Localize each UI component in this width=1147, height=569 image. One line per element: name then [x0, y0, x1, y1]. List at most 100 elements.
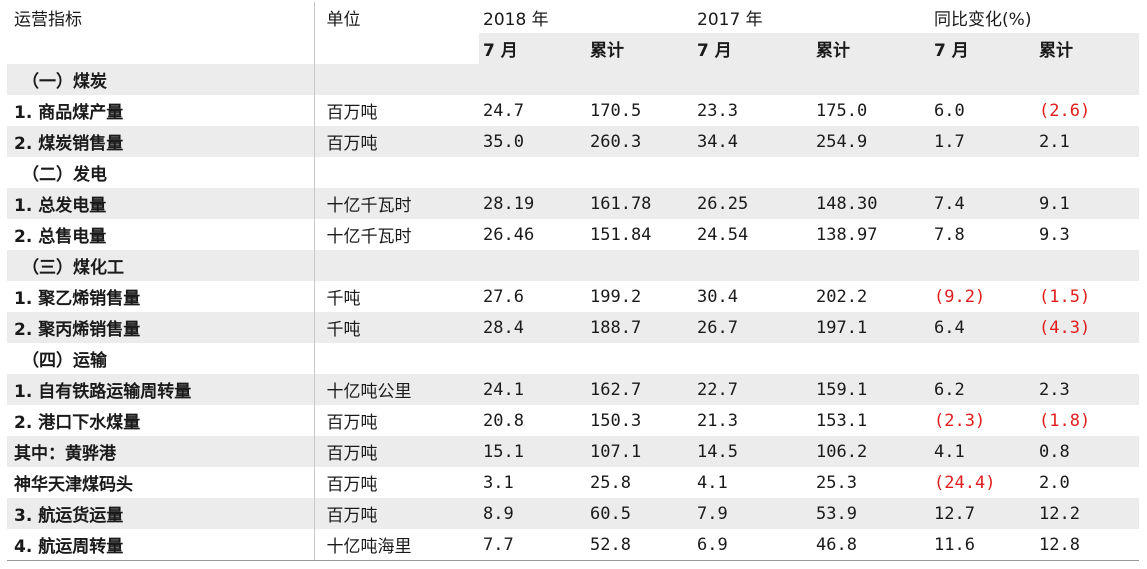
table-row: 2. 港口下水煤量 百万吨 20.8 150.3 21.3 153.1 (2.3) (1.8) — [7, 405, 1139, 436]
cell-2017-month: 26.25 — [693, 188, 813, 219]
cell-2017-cum: 254.9 — [812, 126, 931, 157]
row-unit: 百万吨 — [313, 95, 479, 126]
cell-yoy-cum: (1.5) — [1039, 286, 1091, 307]
row-label: 1. 总发电量 — [7, 188, 314, 219]
cell-yoy-cum: 2.1 — [1035, 126, 1140, 157]
row-label: 2. 总售电量 — [14, 227, 107, 247]
cell-2017-cum: 159.1 — [812, 374, 931, 405]
section-blank-cell — [586, 157, 693, 188]
row-unit: 百万吨 — [313, 467, 479, 498]
table-row: 4. 航运周转量 十亿吨海里 7.7 52.8 6.9 46.8 11.6 12.8 — [7, 529, 1140, 561]
section-blank-cell — [693, 250, 813, 281]
cell-2018-cum: 60.5 — [586, 498, 694, 529]
cell-2017-cum: 153.1 — [816, 410, 868, 431]
cell-2018-cum: 170.5 — [590, 100, 642, 121]
row-unit: 千吨 — [313, 312, 479, 343]
cell-yoy-cum: 0.8 — [1035, 436, 1140, 467]
header-2017: 2017 年 — [693, 2, 931, 33]
cell-2017-month: 7.9 — [693, 498, 813, 529]
cell-yoy-month: 7.4 — [930, 188, 1036, 219]
cell-2018-month: 28.4 — [479, 312, 586, 343]
cell-2017-month: 26.7 — [693, 312, 813, 343]
section-blank-cell — [586, 64, 694, 95]
cell-yoy-month: 4.1 — [930, 436, 1036, 467]
cell-yoy-cum: (2.6) — [1039, 100, 1091, 121]
cell-2017-cum: 148.30 — [812, 188, 931, 219]
cell-2017-month: 22.7 — [693, 374, 813, 405]
cell-2017-cum: 175.0 — [816, 100, 868, 121]
cell-yoy-month: (2.3) — [934, 410, 986, 431]
table-row: 1. 聚乙烯销售量 千吨 27.6 199.2 30.4 202.2 (9.2) (1.5) — [7, 281, 1139, 312]
section-blank-cell — [1035, 157, 1139, 188]
section-blank-cell — [586, 250, 694, 281]
row-unit: 百万吨 — [313, 436, 479, 467]
cell-2017-cum: 25.3 — [816, 472, 857, 493]
cell-2018-month: 24.7 — [483, 100, 524, 121]
cell-2018-month: 28.19 — [479, 188, 586, 219]
cell-2017-month: 23.3 — [697, 100, 738, 121]
cell-2018-month: 3.1 — [483, 472, 514, 493]
cell-yoy-month: 7.8 — [934, 224, 965, 245]
header-yoy: 同比变化(%) — [930, 2, 1140, 33]
table-row: 2. 总售电量 十亿千瓦时 26.46 151.84 24.54 138.97 7.8 9.3 — [7, 219, 1139, 250]
section-unit-blank — [313, 157, 479, 188]
cell-yoy-cum: 12.8 — [1035, 529, 1140, 561]
cell-2017-cum: 197.1 — [812, 312, 931, 343]
cell-yoy-month: 6.0 — [934, 100, 965, 121]
section-label: （三）煤化工 — [7, 250, 314, 281]
table-row: 2. 聚丙烯销售量 千吨 28.4 188.7 26.7 197.1 6.4 (4.3) — [7, 312, 1140, 343]
cell-yoy-cum: 12.2 — [1035, 498, 1140, 529]
cell-yoy-month: 1.7 — [930, 126, 1036, 157]
cell-2018-month: 27.6 — [483, 286, 524, 307]
table-row: 1. 商品煤产量 百万吨 24.7 170.5 23.3 175.0 6.0 (2.6) — [7, 95, 1139, 126]
cell-2017-month: 30.4 — [697, 286, 738, 307]
row-label: 1. 聚乙烯销售量 — [14, 289, 141, 309]
row-unit: 百万吨 — [313, 405, 479, 436]
row-unit: 十亿千瓦时 — [313, 219, 479, 250]
header-unit: 单位 — [313, 2, 479, 33]
section-blank-cell — [693, 343, 812, 374]
section-label: （四）运输 — [22, 351, 107, 371]
row-label: 2. 聚丙烯销售量 — [7, 312, 314, 343]
section-unit-blank — [313, 343, 479, 374]
cell-yoy-cum: 9.1 — [1035, 188, 1140, 219]
cell-2017-cum: 138.97 — [816, 224, 878, 245]
cell-yoy-cum: (1.8) — [1039, 410, 1091, 431]
cell-2018-cum: 260.3 — [586, 126, 694, 157]
subheader-blank — [7, 33, 314, 64]
subheader-row: 7 月 累计 7 月 累计 7 月 累计 — [7, 33, 1140, 64]
cell-2017-month: 6.9 — [693, 529, 813, 561]
cell-yoy-month: (24.4) — [934, 472, 996, 493]
row-label: 1. 自有铁路运输周转量 — [7, 374, 314, 405]
cell-2018-month: 15.1 — [479, 436, 586, 467]
cell-2018-cum: 161.78 — [586, 188, 694, 219]
cell-2018-month: 20.8 — [483, 410, 524, 431]
table-row: 1. 自有铁路运输周转量 十亿吨公里 24.1 162.7 22.7 159.1 6.2 2.… — [7, 374, 1140, 405]
cell-yoy-cum: 2.3 — [1035, 374, 1140, 405]
section-blank-cell — [693, 64, 813, 95]
cell-yoy-month: 6.4 — [930, 312, 1036, 343]
row-label: 其中：黄骅港 — [7, 436, 314, 467]
table-row: 2. 煤炭销售量 百万吨 35.0 260.3 34.4 254.9 1.7 2.1 — [7, 126, 1140, 157]
operations-table: 运营指标 单位 2018 年 2017 年 同比变化(%) 7 月 累计 7 月… — [7, 2, 1140, 561]
section-label: （一）煤炭 — [7, 64, 314, 95]
section-blank-cell — [586, 343, 693, 374]
row-unit: 千吨 — [313, 281, 479, 312]
cell-2017-cum: 202.2 — [816, 286, 868, 307]
section-blank-cell — [812, 157, 930, 188]
section-row: （四）运输 — [7, 343, 1139, 374]
cell-2018-month: 7.7 — [479, 529, 586, 561]
section-row: （一）煤炭 — [7, 64, 1140, 95]
row-label: 2. 港口下水煤量 — [14, 413, 141, 433]
cell-2017-cum: 53.9 — [812, 498, 931, 529]
cell-yoy-cum: 2.0 — [1039, 472, 1070, 493]
cell-2018-cum: 52.8 — [586, 529, 694, 561]
cell-2017-month: 14.5 — [693, 436, 813, 467]
cell-2017-cum: 106.2 — [812, 436, 931, 467]
section-unit-blank — [313, 64, 479, 95]
row-unit: 十亿吨海里 — [313, 529, 479, 561]
table-row: 1. 总发电量 十亿千瓦时 28.19 161.78 26.25 148.30 7.4 9.1 — [7, 188, 1140, 219]
cell-2018-cum: 188.7 — [586, 312, 694, 343]
cell-2018-month: 26.46 — [483, 224, 535, 245]
section-blank-cell — [693, 157, 812, 188]
